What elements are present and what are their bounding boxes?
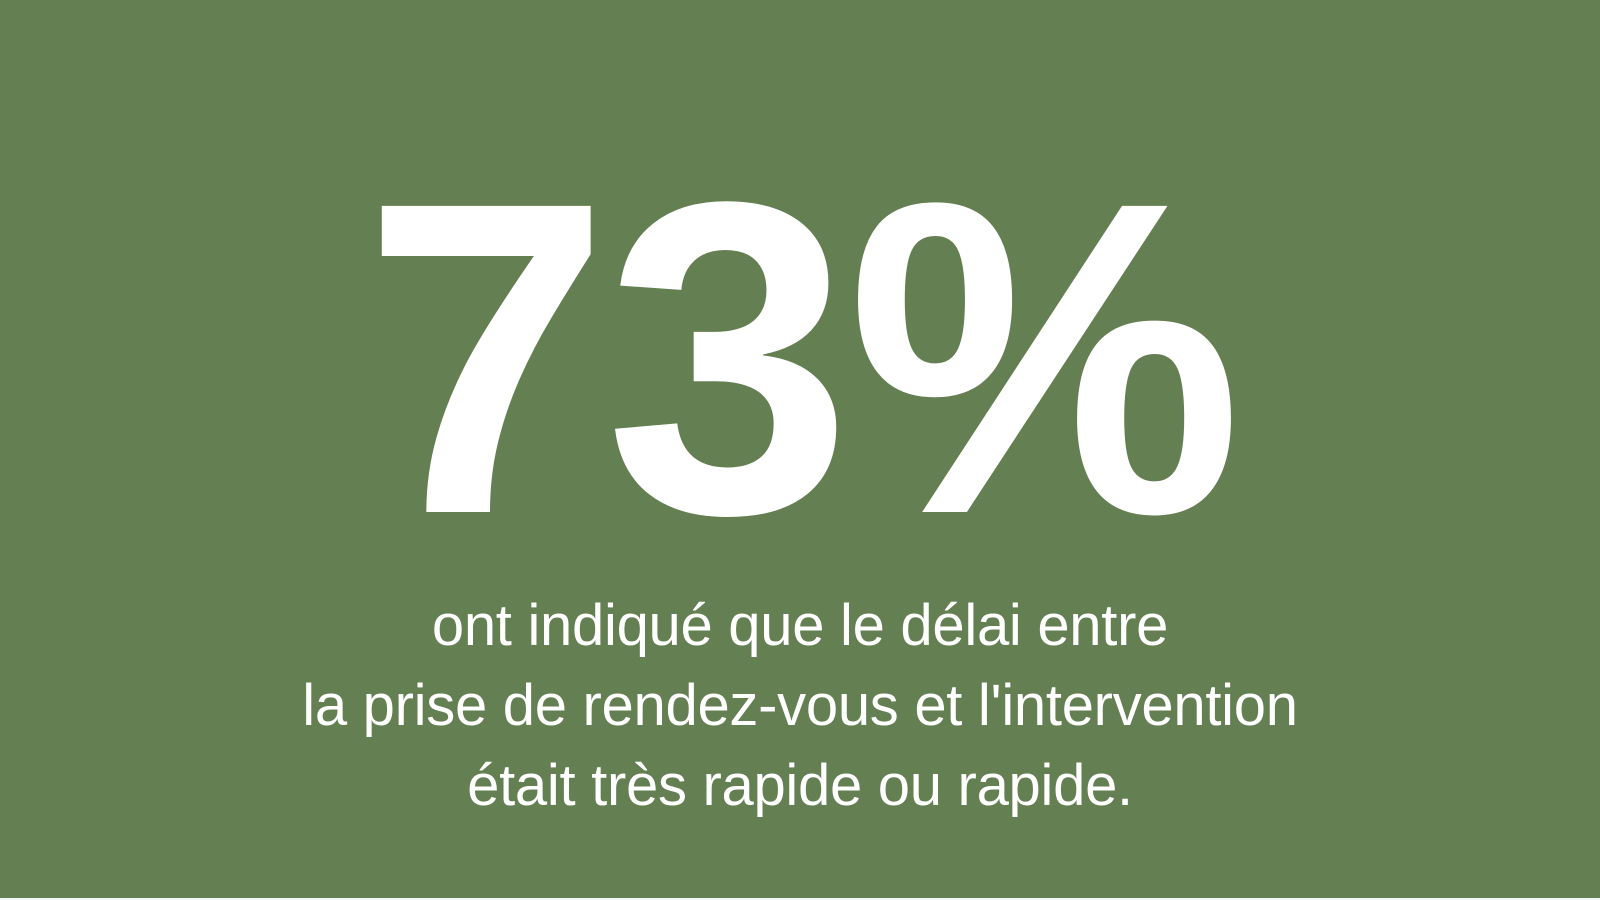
caption-line: était très rapide ou rapide. <box>467 752 1133 818</box>
caption-line: ont indiqué que le délai entre <box>431 592 1169 658</box>
caption: ont indiqué que le délai entre la prise … <box>302 586 1298 826</box>
bottom-edge-strip <box>0 898 1600 900</box>
stat-value: 73% <box>362 110 1243 608</box>
caption-line: la prise de rendez-vous et l'interventio… <box>302 672 1298 738</box>
